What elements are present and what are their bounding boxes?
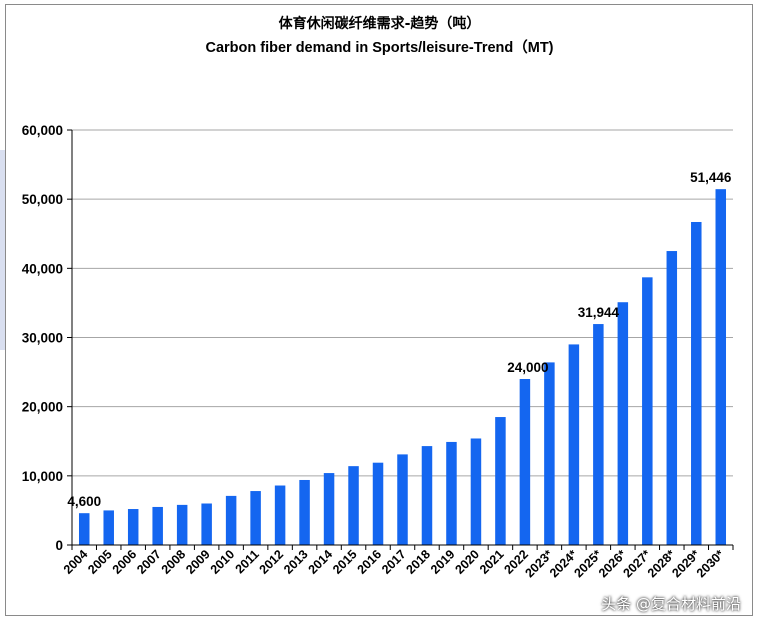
bar-2019	[446, 441, 457, 545]
bar-2016	[372, 462, 384, 545]
y-tick-label: 20,000	[22, 400, 63, 415]
background-band	[0, 150, 8, 350]
bar-2029	[691, 221, 702, 545]
x-tick-label: 2018	[404, 547, 434, 577]
y-tick-label: 10,000	[22, 469, 63, 484]
bar-2027	[642, 277, 653, 545]
data-label: 4,600	[67, 494, 101, 509]
bar-2020	[470, 438, 482, 545]
x-tick-label: 2020	[452, 547, 482, 577]
bar-2014	[323, 473, 335, 545]
x-tick-label: 2021	[477, 547, 507, 577]
bar-2005	[103, 510, 114, 545]
x-tick-label: 2009	[183, 547, 213, 577]
bar-2028	[666, 251, 678, 545]
gridlines	[72, 129, 733, 477]
data-label: 31,944	[578, 305, 620, 320]
bar-2018	[421, 446, 433, 545]
bar-2010	[225, 495, 237, 545]
watermark-text: 头条 @复合材料前沿	[601, 595, 741, 613]
data-label: 24,000	[507, 360, 548, 375]
bar-2025	[593, 324, 604, 545]
x-tick-label: 2017	[379, 547, 409, 577]
bar-2021	[495, 417, 506, 545]
bar-2004	[78, 513, 90, 545]
y-tick-label: 30,000	[22, 331, 63, 346]
x-tick-label: 2011	[233, 547, 262, 576]
bar-2023	[544, 362, 555, 545]
x-tick-label: 2014	[306, 547, 336, 577]
chart-title-chinese: 体育休闲碳纤维需求-趋势（吨）	[278, 16, 481, 32]
chart-title-english: Carbon fiber demand in Sports/leisure-Tr…	[205, 40, 554, 56]
x-tick-label: 2007	[134, 547, 164, 577]
y-tick-label: 50,000	[22, 192, 63, 207]
bars	[78, 189, 727, 545]
x-tick-label: 2008	[159, 547, 189, 577]
x-tick-label: 2004	[61, 547, 91, 577]
x-tick-label: 2016	[355, 547, 385, 577]
x-tick-label: 2010	[208, 547, 238, 577]
bar-2022	[519, 379, 531, 545]
x-tick-label: 2006	[110, 547, 140, 577]
x-tick-label: 2030*	[694, 547, 727, 580]
x-tick-label: 2005	[85, 547, 115, 577]
bar-2007	[152, 506, 163, 545]
bar-2009	[201, 503, 212, 545]
bar-2017	[397, 454, 408, 545]
x-tick-label: 2015	[330, 547, 360, 577]
x-tick-label: 2013	[281, 547, 311, 577]
bar-2008	[176, 504, 188, 545]
data-label: 51,446	[690, 170, 732, 185]
bar-2006	[127, 509, 139, 545]
bar-2026	[617, 302, 629, 545]
y-tick-label: 40,000	[22, 261, 63, 276]
x-tick-label: 2012	[257, 547, 287, 577]
axes	[67, 129, 734, 550]
bar-2012	[274, 485, 286, 545]
bar-2030	[715, 189, 727, 545]
bar-2015	[348, 466, 359, 545]
bar-2011	[250, 491, 261, 545]
bar-2013	[299, 479, 310, 545]
bar-2024	[568, 344, 580, 545]
y-tick-label: 0	[55, 538, 63, 553]
x-tick-label: 2019	[428, 547, 458, 577]
y-tick-label: 60,000	[22, 123, 63, 138]
